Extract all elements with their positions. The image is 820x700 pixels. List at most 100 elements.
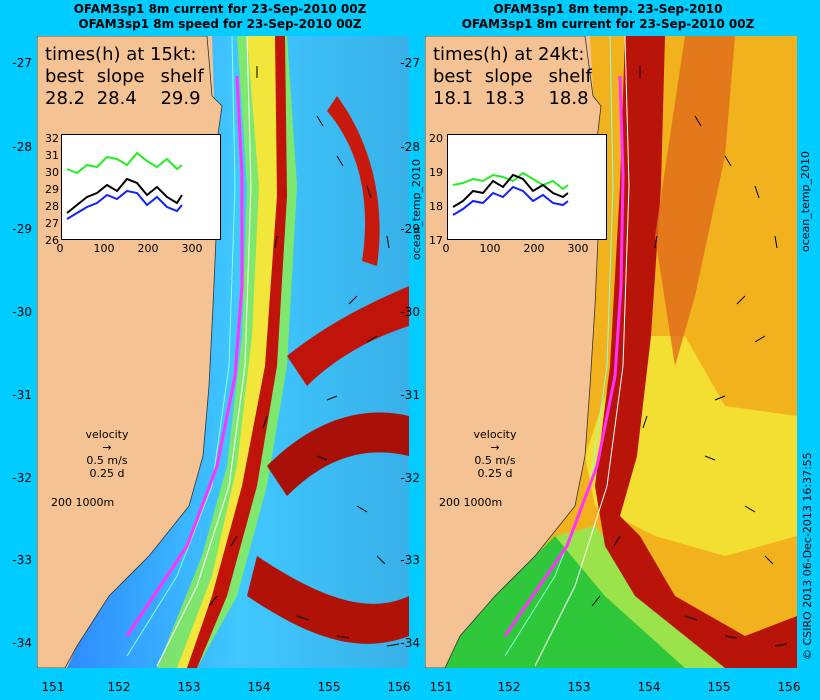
right-current-core <box>595 36 797 668</box>
right-velocity-label: velocity <box>473 428 517 441</box>
right-velocity-legend: velocity → 0.5 m/s 0.25 d <box>455 428 535 480</box>
right-inset-black <box>452 173 569 208</box>
right-depth-1000 <box>534 36 630 667</box>
left-eddy-arc1 <box>287 286 409 386</box>
left-lon-152: 152 <box>107 680 131 694</box>
right-inset-y-20: 20 <box>429 132 443 145</box>
right-lon-155: 155 <box>707 680 731 694</box>
left-times-box: times(h) at 15kt: best slope shelf 28.2 … <box>45 44 206 110</box>
left-label-shelf: shelf <box>160 66 204 87</box>
right-lat-27: -27 <box>400 56 420 70</box>
left-lat-27: -27 <box>12 56 32 70</box>
right-label-slope: slope <box>484 66 533 87</box>
left-eddy-arc2 <box>267 412 409 496</box>
left-map-panel: times(h) at 15kt: best slope shelf 28.2 … <box>37 36 409 668</box>
left-eddy-arc3 <box>247 556 409 644</box>
right-label-shelf: shelf <box>548 66 592 87</box>
left-map <box>37 36 409 668</box>
right-inset-chart <box>447 134 607 240</box>
right-map-panel: times(h) at 24kt: best slope shelf 18.1 … <box>425 36 797 668</box>
right-value-slope: 18.3 <box>484 88 525 109</box>
left-title-line1: OFAM3sp1 8m current for 23-Sep-2010 00Z <box>73 2 367 16</box>
right-inset-x-200: 200 <box>523 242 545 255</box>
left-lat-30: -30 <box>12 305 32 319</box>
left-lon-155: 155 <box>317 680 341 694</box>
right-times-box: times(h) at 24kt: best slope shelf 18.1 … <box>433 44 594 110</box>
left-lon-156: 156 <box>387 680 411 694</box>
right-route <box>503 75 625 637</box>
left-velocity-label: velocity <box>85 428 129 441</box>
right-lat-32: -32 <box>400 471 420 485</box>
left-inset-blue <box>66 189 183 220</box>
left-eddy-arc4 <box>327 96 380 266</box>
right-lat-34: -34 <box>400 636 420 650</box>
right-title-line2: OFAM3sp1 8m current for 23-Sep-2010 00Z <box>461 17 755 31</box>
right-lon-151: 151 <box>429 680 453 694</box>
right-depth-scale-text: 200 1000m <box>439 496 503 509</box>
left-inset-x-300: 300 <box>181 242 203 255</box>
left-inset-y-32: 32 <box>45 132 59 145</box>
right-lat-33: -33 <box>400 553 420 567</box>
right-inset-x-300: 300 <box>567 242 589 255</box>
right-inset-y-19: 19 <box>429 166 443 179</box>
right-depth-200 <box>504 36 614 657</box>
right-value-best: 18.1 <box>433 88 474 109</box>
left-lat-29: -29 <box>12 222 32 236</box>
right-lon-153: 153 <box>567 680 591 694</box>
right-lon-156: 156 <box>777 680 801 694</box>
right-lat-30: -30 <box>400 305 420 319</box>
left-inset-y-31: 31 <box>45 149 59 162</box>
left-lat-28: -28 <box>12 140 32 154</box>
left-inset-y-30: 30 <box>45 166 59 179</box>
left-inset-plot <box>66 151 183 220</box>
left-velocity-time: 0.25 d <box>89 467 125 480</box>
left-title: OFAM3sp1 8m current for 23-Sep-2010 00Z … <box>30 2 410 32</box>
left-inset-y-27: 27 <box>45 217 59 230</box>
left-inset-y-29: 29 <box>45 183 59 196</box>
right-inset-blue <box>452 185 569 216</box>
left-lat-34: -34 <box>12 636 32 650</box>
right-velocity-arrows <box>591 66 788 647</box>
right-times-header: times(h) at 24kt: <box>433 44 585 65</box>
right-depth-scale: 200 1000m <box>439 496 502 509</box>
left-value-shelf: 29.9 <box>160 88 201 109</box>
left-depth-200 <box>126 36 236 657</box>
right-side-label: ocean_temp_2010 <box>799 150 812 252</box>
left-label-slope: slope <box>96 66 145 87</box>
right-inset-x-0: 0 <box>442 242 450 255</box>
left-inset-x-0: 0 <box>56 242 64 255</box>
left-velocity-arrows <box>208 66 400 647</box>
right-velocity-time: 0.25 d <box>477 467 513 480</box>
right-velocity-speed: 0.5 m/s <box>474 454 516 467</box>
right-inset-y-17: 17 <box>429 234 443 247</box>
left-inset-chart <box>61 134 221 240</box>
left-velocity-speed: 0.5 m/s <box>86 454 128 467</box>
left-depth-scale: 200 1000m <box>51 496 114 509</box>
left-inset-y-28: 28 <box>45 200 59 213</box>
left-label-best: best <box>45 66 84 87</box>
right-inset-green <box>452 171 569 191</box>
right-lat-31: -31 <box>400 388 420 402</box>
right-eddy-warm <box>655 36 735 366</box>
left-lon-153: 153 <box>177 680 201 694</box>
left-times-header: times(h) at 15kt: <box>45 44 197 65</box>
left-lon-151: 151 <box>41 680 65 694</box>
left-depth-1000 <box>156 36 252 667</box>
left-lon-154: 154 <box>247 680 271 694</box>
right-label-best: best <box>433 66 472 87</box>
right-lon-154: 154 <box>637 680 661 694</box>
left-inset-black <box>66 177 183 214</box>
right-lat-29: -29 <box>400 222 420 236</box>
right-title-line1: OFAM3sp1 8m temp. 23-Sep-2010 <box>493 2 723 16</box>
left-lat-32: -32 <box>12 471 32 485</box>
left-title-line2: OFAM3sp1 8m speed for 23-Sep-2010 00Z <box>78 17 362 31</box>
left-velocity-legend: velocity → 0.5 m/s 0.25 d <box>67 428 147 480</box>
left-value-slope: 28.4 <box>96 88 137 109</box>
left-velocity-arrow: → <box>102 441 112 454</box>
left-side-label: ocean_temp_2010 <box>410 158 423 260</box>
right-inset-y-18: 18 <box>429 200 443 213</box>
right-value-shelf: 18.8 <box>548 88 589 109</box>
left-inset-green <box>66 151 183 175</box>
left-inset-x-200: 200 <box>137 242 159 255</box>
left-depth-scale-text: 200 1000m <box>51 496 115 509</box>
